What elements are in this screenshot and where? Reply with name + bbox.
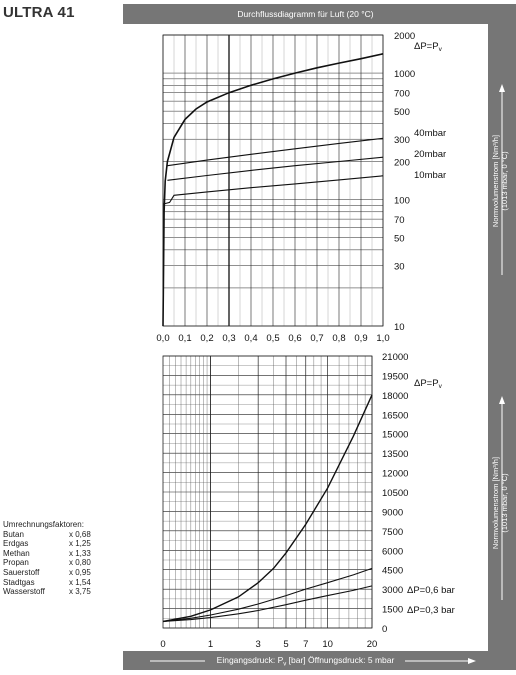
y-tick-label: 100	[394, 196, 410, 207]
y-tick-label: 21000	[382, 352, 408, 363]
series-line	[167, 156, 384, 181]
y-tick-label: 0	[382, 624, 387, 635]
arrow-right-head-icon	[468, 658, 476, 664]
x-tick-label: 5	[283, 639, 288, 650]
plot-frame	[162, 355, 373, 629]
y-tick-label: 3000	[382, 585, 403, 596]
y-tick-label: 7500	[382, 527, 403, 538]
y-tick-label: 6000	[382, 546, 403, 557]
factor-row: Stadtgas x 1,54	[3, 577, 91, 587]
series-line	[167, 137, 384, 167]
factor-row: Methan x 1,33	[3, 548, 91, 558]
series-label: ΔP=0,3 bar	[407, 605, 455, 616]
series-label: 10mbar	[414, 170, 446, 181]
x-tick-label: 0,4	[244, 333, 257, 344]
series-line	[162, 175, 384, 205]
series-label: ΔP=Pv	[414, 378, 443, 390]
x-tick-label: 3	[256, 639, 261, 650]
plot-frame	[162, 34, 384, 327]
y-tick-label: 15000	[382, 430, 408, 441]
x-tick-label: 0,7	[310, 333, 323, 344]
y-tick-label: 4500	[382, 566, 403, 577]
factor-row: Erdgas x 1,25	[3, 539, 91, 549]
x-tick-label: 0,8	[332, 333, 345, 344]
x-tick-label: 10	[322, 639, 333, 650]
conversion-factors: Umrechnungsfaktoren: Butan x 0,68 Erdgas x…	[3, 520, 91, 597]
series-line	[162, 53, 384, 327]
x-tick-label: 0,5	[266, 333, 279, 344]
factor-row: Propan x 0,80	[3, 558, 91, 568]
y-tick-label: 10500	[382, 488, 408, 499]
diagram-title: Durchflussdiagramm für Luft (20 °C)	[237, 9, 374, 19]
y-tick-label: 16500	[382, 410, 408, 421]
factor-row: Sauerstoff x 0,95	[3, 567, 91, 577]
y-tick-label: 9000	[382, 507, 403, 518]
x-tick-label: 0,0	[156, 333, 169, 344]
series-label: 40mbar	[414, 128, 446, 139]
series-line	[162, 567, 373, 623]
x-tick-label: 20	[367, 639, 378, 650]
series-label: ΔP=Pv	[414, 41, 443, 53]
x-tick-label: 0,1	[178, 333, 191, 344]
y-tick-label: 30	[394, 262, 405, 273]
y-tick-label: 1000	[394, 69, 415, 80]
x-tick-label: 7	[303, 639, 308, 650]
y-tick-label: 2000	[394, 31, 415, 42]
x-tick-label: 1	[208, 639, 213, 650]
x-tick-label: 0	[160, 639, 165, 650]
x-tick-label: 0,2	[200, 333, 213, 344]
y-tick-label: 13500	[382, 449, 408, 460]
conversion-factors-title: Umrechnungsfaktoren:	[3, 520, 84, 529]
y-tick-label: 10	[394, 322, 405, 333]
y-tick-label: 700	[394, 89, 410, 100]
frame-top-bar	[123, 4, 516, 24]
series-label: 20mbar	[414, 149, 446, 160]
x-axis-title: Eingangsdruck: Pv [bar] Öffnungsdruck: 5…	[123, 651, 488, 670]
x-tick-label: 0,3	[222, 333, 235, 344]
y-tick-label: 50	[394, 234, 405, 245]
y-tick-label: 500	[394, 107, 410, 118]
factor-row: Wasserstoff x 3,75	[3, 587, 91, 597]
factor-row: Butan x 0,68	[3, 529, 91, 539]
x-tick-label: 0,9	[354, 333, 367, 344]
series-line	[162, 394, 373, 623]
y-tick-label: 1500	[382, 605, 403, 616]
x-tick-label: 0,6	[288, 333, 301, 344]
y-tick-label: 70	[394, 215, 405, 226]
series-label: ΔP=0,6 bar	[407, 585, 455, 596]
series-line	[162, 585, 373, 623]
product-title: ULTRA 41	[3, 4, 75, 21]
arrow-up-top-head-icon	[499, 84, 505, 92]
y-tick-label: 200	[394, 157, 410, 168]
y-tick-label: 300	[394, 135, 410, 146]
frame-bottom-bar	[123, 651, 516, 670]
y-tick-label: 19500	[382, 371, 408, 382]
arrow-up-bottom-head-icon	[499, 396, 505, 404]
y-tick-label: 18000	[382, 391, 408, 402]
x-axis-title-text: Eingangsdruck: Pv [bar] Öffnungsdruck: 5…	[216, 655, 395, 668]
x-tick-label: 1,0	[376, 333, 389, 344]
y-tick-label: 12000	[382, 469, 408, 480]
